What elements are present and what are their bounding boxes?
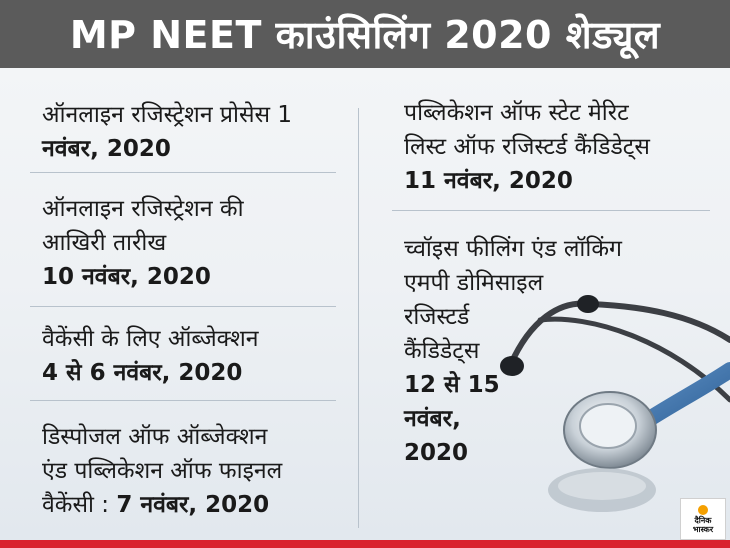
item-description: एमपी डोमिसाइल — [404, 270, 544, 296]
item-description: कैंडिडेट्स — [404, 338, 480, 364]
item-description: च्वॉइस फीलिंग एंड लॉकिंग — [404, 236, 622, 262]
item-description: लिस्ट ऑफ रजिस्टर्ड कैंडिडेट्स — [404, 134, 650, 160]
schedule-item-objection-disposal: डिस्पोजल ऑफ ऑब्जेक्शन एंड पब्लिकेशन ऑफ फ… — [42, 420, 282, 522]
item-date: नवंबर, — [404, 406, 461, 432]
logo-line: दैनिक — [694, 515, 712, 525]
item-date: नवंबर, 2020 — [42, 136, 171, 162]
item-date: 2020 — [404, 440, 469, 466]
item-date: 4 से 6 नवंबर, 2020 — [42, 360, 243, 386]
stethoscope-illustration — [500, 295, 730, 512]
header-banner: MP NEET काउंसिलिंग 2020 शेड्यूल — [0, 0, 730, 68]
column-divider — [358, 108, 359, 528]
row-divider — [30, 172, 336, 173]
schedule-item-registration-last-date: ऑनलाइन रजिस्ट्रेशन की आखिरी तारीख 10 नवं… — [42, 192, 244, 294]
row-divider — [392, 210, 710, 211]
accent-bar — [0, 540, 730, 548]
item-description: ऑनलाइन रजिस्ट्रेशन प्रोसेस 1 — [42, 102, 292, 128]
item-date: 11 नवंबर, 2020 — [404, 168, 573, 194]
item-description: वैकेंसी : — [42, 492, 117, 518]
schedule-item-merit-list: पब्लिकेशन ऑफ स्टेट मेरिट लिस्ट ऑफ रजिस्ट… — [404, 96, 650, 198]
schedule-item-vacancy-objection: वैकेंसी के लिए ऑब्जेक्शन 4 से 6 नवंबर, 2… — [42, 322, 259, 390]
item-date: 10 नवंबर, 2020 — [42, 264, 211, 290]
row-divider — [30, 400, 336, 401]
schedule-item-online-registration: ऑनलाइन रजिस्ट्रेशन प्रोसेस 1 नवंबर, 2020 — [42, 98, 292, 166]
item-description: वैकेंसी के लिए ऑब्जेक्शन — [42, 326, 259, 352]
row-divider — [30, 306, 336, 307]
dainik-bhaskar-logo: दैनिक भास्कर — [680, 498, 726, 540]
page-title: MP NEET काउंसिलिंग 2020 शेड्यूल — [69, 13, 661, 57]
item-date: 7 नवंबर, 2020 — [116, 492, 270, 518]
item-description: पब्लिकेशन ऑफ स्टेट मेरिट — [404, 100, 629, 126]
item-description: एंड पब्लिकेशन ऑफ फाइनल — [42, 458, 283, 484]
item-description-with-date: वैकेंसी : 7 नवंबर, 2020 — [42, 488, 282, 522]
item-description: ऑनलाइन रजिस्ट्रेशन की — [42, 196, 244, 222]
item-date: 12 से 15 — [404, 372, 500, 398]
logo-line: भास्कर — [692, 524, 714, 534]
item-description: रजिस्टर्ड — [404, 304, 470, 330]
item-description: डिस्पोजल ऑफ ऑब्जेक्शन — [42, 424, 268, 450]
item-description: आखिरी तारीख — [42, 230, 167, 256]
sun-icon — [698, 504, 708, 515]
schedule-item-choice-filling: च्वॉइस फीलिंग एंड लॉकिंग एमपी डोमिसाइल र… — [404, 232, 622, 470]
